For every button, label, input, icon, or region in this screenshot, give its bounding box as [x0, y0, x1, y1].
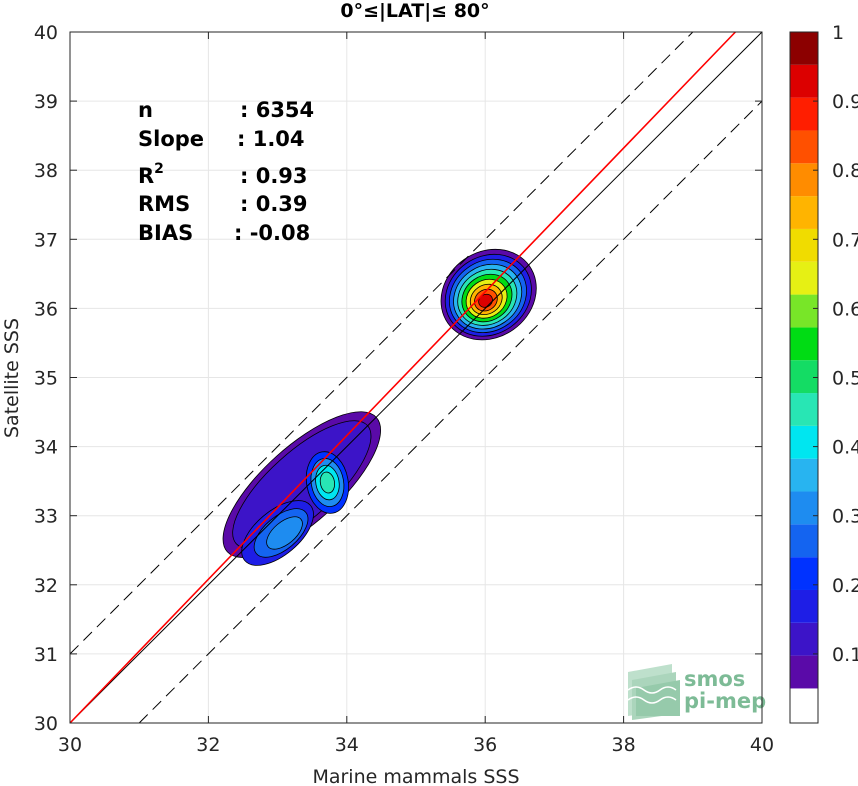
colorbar-swatch	[790, 261, 818, 295]
y-tick-label: 40	[34, 22, 58, 44]
stat-label-rms: RMS	[138, 192, 190, 216]
density-contours	[222, 248, 537, 566]
colorbar-swatch	[790, 425, 818, 459]
y-tick-label: 35	[34, 368, 58, 390]
y-tick-label: 38	[34, 160, 58, 182]
y-tick-label: 32	[34, 575, 58, 597]
stat-label-r-superscript: 2	[154, 161, 164, 177]
colorbar-swatch	[790, 196, 818, 229]
upper-bound-line	[69, 31, 694, 655]
reference-lines	[69, 31, 763, 724]
stat-label-n: n	[138, 98, 153, 122]
y-tick-label: 39	[34, 91, 58, 113]
colorbar-swatch	[790, 294, 818, 328]
colorbar-swatch	[790, 655, 818, 689]
colorbar-swatch	[790, 163, 818, 197]
colorbar-tick-label: 0.6	[832, 298, 858, 320]
colorbar-swatch	[790, 130, 818, 164]
colorbar-swatch	[790, 64, 818, 98]
x-tick-label: 38	[612, 734, 636, 756]
y-tick-label: 37	[34, 229, 58, 251]
colorbar-swatch	[790, 589, 818, 623]
cluster-upper	[440, 248, 537, 341]
stat-value-n: : 6354	[240, 98, 314, 122]
contour-level	[319, 471, 336, 494]
colorbar-swatch	[790, 622, 818, 656]
colorbar-swatch	[790, 393, 818, 426]
x-axis: 30 32 34 36 38 40	[58, 32, 774, 756]
colorbar-swatch	[790, 97, 818, 131]
contour-level	[266, 516, 303, 550]
colorbar-tick-label: 1	[832, 22, 844, 44]
colorbar-swatch	[790, 228, 818, 262]
colorbar-tick-label: 0.2	[832, 575, 858, 597]
x-tick-label: 30	[58, 734, 82, 756]
colorbar-swatch	[790, 360, 818, 394]
smos-pimep-logo: smos pi-mep	[627, 664, 766, 720]
stat-value-rms: : 0.39	[240, 192, 308, 216]
logo-text-pimep: pi-mep	[684, 689, 766, 713]
colorbar-swatch	[790, 458, 818, 492]
stat-label-bias: BIAS	[138, 221, 193, 245]
colorbar-tick-label: 0.9	[832, 91, 858, 113]
x-tick-label: 34	[335, 734, 359, 756]
y-axis: 30 31 32 33 34 35 36 37 38 39 40	[34, 22, 762, 735]
colorbar: 0.1 0.2 0.3 0.4 0.5 0.6 0.7 0.8 0.9 1	[789, 22, 858, 724]
stat-label-r: R	[138, 164, 154, 188]
identity-line	[69, 31, 763, 724]
colorbar-tick-label: 0.4	[832, 437, 858, 459]
colorbar-tick-label: 0.5	[832, 368, 858, 390]
y-tick-label: 34	[34, 437, 58, 459]
stat-value-r2: : 0.93	[240, 164, 308, 188]
x-tick-label: 36	[473, 734, 497, 756]
stats-box: n : 6354 Slope : 1.04 R2 : 0.93 RMS : 0.…	[138, 98, 314, 245]
y-tick-label: 36	[34, 298, 58, 320]
x-tick-label: 40	[750, 734, 774, 756]
stat-label-r2: R2	[138, 161, 164, 188]
y-tick-label: 30	[34, 713, 58, 735]
colorbar-swatch	[790, 688, 818, 723]
chart-title: 0°≤|LAT|≤ 80°	[340, 0, 489, 22]
lower-bound-line	[138, 100, 763, 724]
waves-icon	[627, 664, 680, 720]
x-tick-label: 32	[196, 734, 220, 756]
y-axis-label: Satellite SSS	[1, 318, 23, 438]
colorbar-swatch	[790, 524, 818, 558]
stat-value-bias: : -0.08	[234, 221, 310, 245]
x-axis-label: Marine mammals SSS	[312, 766, 519, 786]
colorbar-swatch	[790, 491, 818, 525]
logo-text-smos: smos	[684, 667, 745, 691]
colorbar-tick-label: 0.8	[832, 160, 858, 182]
cluster-lower-left	[241, 500, 314, 566]
stat-label-slope: Slope	[138, 127, 204, 151]
colorbar-tick-label: 0.1	[832, 644, 858, 666]
colorbar-tick-label: 0.3	[832, 506, 858, 528]
regression-line	[69, 31, 736, 724]
y-tick-label: 31	[34, 644, 58, 666]
y-tick-label: 33	[34, 506, 58, 528]
colorbar-swatch	[790, 327, 818, 361]
stat-value-slope: : 1.04	[237, 127, 305, 151]
colorbar-tick-label: 0.7	[832, 229, 858, 251]
colorbar-swatch	[790, 32, 818, 65]
